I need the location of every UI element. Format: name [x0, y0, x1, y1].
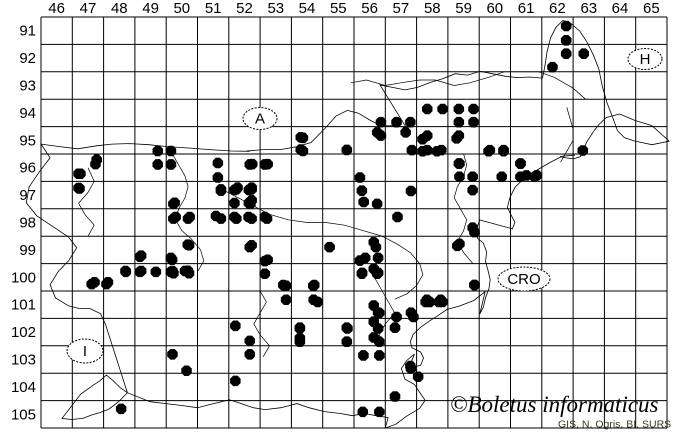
svg-text:H: H [640, 51, 651, 68]
svg-text:62: 62 [549, 0, 566, 17]
svg-text:55: 55 [330, 0, 347, 17]
svg-text:98: 98 [19, 215, 36, 232]
svg-text:100: 100 [11, 269, 36, 286]
svg-text:59: 59 [455, 0, 472, 17]
svg-text:I: I [83, 343, 87, 360]
svg-text:53: 53 [267, 0, 284, 17]
svg-text:96: 96 [19, 160, 36, 177]
svg-text:57: 57 [393, 0, 410, 17]
svg-text:63: 63 [580, 0, 597, 17]
svg-text:52: 52 [236, 0, 253, 17]
svg-text:51: 51 [205, 0, 222, 17]
svg-text:©Boletus informaticus: ©Boletus informaticus [450, 392, 659, 417]
svg-text:102: 102 [11, 324, 36, 341]
svg-text:99: 99 [19, 242, 36, 259]
svg-text:54: 54 [299, 0, 316, 17]
svg-text:58: 58 [424, 0, 441, 17]
svg-text:65: 65 [643, 0, 660, 17]
svg-text:92: 92 [19, 50, 36, 67]
svg-text:105: 105 [11, 406, 36, 423]
svg-text:48: 48 [111, 0, 128, 17]
svg-text:64: 64 [612, 0, 629, 17]
svg-text:56: 56 [361, 0, 378, 17]
svg-text:46: 46 [48, 0, 65, 17]
svg-text:60: 60 [486, 0, 503, 17]
svg-text:CRO: CRO [507, 271, 540, 288]
svg-text:95: 95 [19, 132, 36, 149]
svg-text:94: 94 [19, 105, 36, 122]
svg-text:101: 101 [11, 297, 36, 314]
svg-text:103: 103 [11, 352, 36, 369]
svg-text:93: 93 [19, 78, 36, 95]
svg-text:49: 49 [142, 0, 159, 17]
svg-text:A: A [255, 111, 265, 128]
svg-text:61: 61 [518, 0, 535, 17]
svg-text:47: 47 [80, 0, 97, 17]
svg-text:104: 104 [11, 379, 36, 396]
svg-text:GIS, N. Ogris, BI, SURS: GIS, N. Ogris, BI, SURS [558, 419, 671, 431]
svg-text:91: 91 [19, 23, 36, 40]
svg-text:50: 50 [173, 0, 190, 17]
